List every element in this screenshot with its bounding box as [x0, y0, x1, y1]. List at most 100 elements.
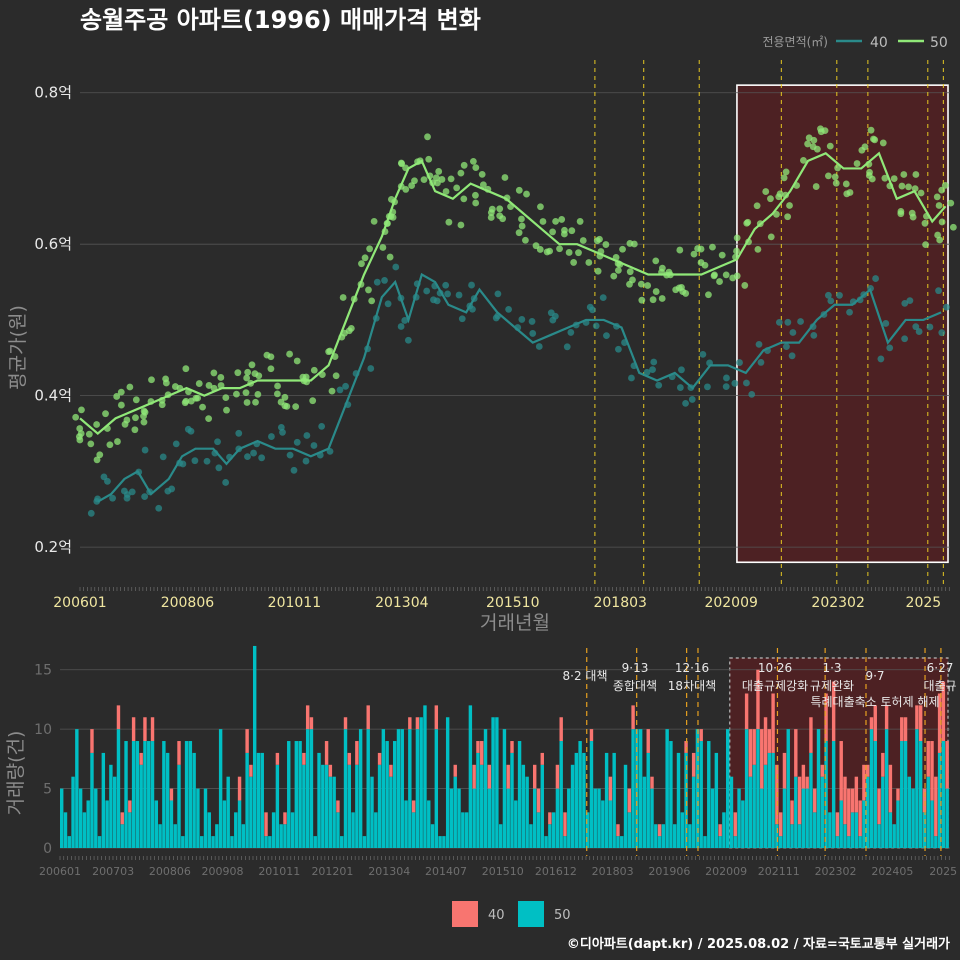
scatter-point: [784, 213, 792, 221]
scatter-point: [780, 174, 788, 182]
bar-50: [703, 836, 707, 848]
bar-50: [907, 776, 912, 848]
bar-40: [869, 717, 874, 730]
scatter-point: [826, 142, 834, 150]
scatter-point: [472, 191, 479, 199]
scatter-point: [926, 323, 934, 331]
x-tick-label: 202009: [704, 595, 757, 611]
scatter-point: [523, 190, 530, 198]
scatter-point: [244, 368, 252, 376]
scatter-point: [552, 217, 560, 225]
scatter-point: [141, 493, 149, 501]
bar-50: [801, 788, 806, 848]
legend-title: 전용면적(㎡): [762, 35, 828, 49]
bar-50: [328, 776, 333, 848]
policy-annotation-label: 대출규: [923, 679, 956, 693]
bar-50: [809, 752, 813, 848]
scatter-point: [804, 140, 811, 148]
scatter-point: [132, 414, 139, 422]
scatter-point: [529, 330, 537, 337]
bar-50: [582, 752, 586, 848]
scatter-point: [85, 430, 93, 438]
scatter-point: [328, 387, 336, 395]
bar-50: [831, 741, 836, 848]
scatter-point: [797, 318, 804, 325]
bar-50: [309, 729, 314, 848]
scatter-point: [252, 398, 259, 406]
bar-50: [355, 764, 359, 848]
x-tick-label: 201011: [268, 595, 321, 611]
bar-40: [873, 705, 877, 742]
scatter-point: [438, 176, 446, 183]
bar-40: [797, 776, 802, 825]
scatter-point: [445, 218, 453, 226]
scatter-point: [267, 365, 275, 373]
x-tick-label: 2025: [906, 595, 942, 611]
bar-40: [718, 824, 722, 837]
bar-50: [835, 836, 840, 848]
scatter-point: [867, 126, 875, 134]
bar-50: [631, 729, 635, 848]
scatter-point: [901, 299, 909, 307]
scatter-point: [181, 399, 189, 407]
bar-50: [82, 812, 87, 848]
bar-50: [116, 729, 121, 848]
bar-40: [763, 717, 768, 765]
scatter-point: [568, 227, 576, 235]
volume-x-tick-label: 201201: [311, 865, 353, 878]
bar-40: [930, 741, 934, 801]
scatter-point: [539, 218, 547, 225]
bar-50: [252, 645, 257, 848]
bar-50: [839, 800, 843, 848]
scatter-point: [126, 383, 134, 391]
scatter-point: [162, 379, 170, 387]
scatter-point: [775, 318, 783, 326]
bar-40: [646, 729, 650, 753]
bar-40: [563, 812, 567, 837]
scatter-point: [373, 278, 381, 286]
scatter-point: [128, 488, 136, 496]
scatter-point: [877, 355, 885, 363]
scatter-point: [310, 366, 318, 374]
scatter-point: [655, 381, 663, 389]
scatter-point: [455, 291, 463, 299]
policy-annotation-date: 8·2 대책: [563, 668, 608, 683]
scatter-point: [570, 259, 578, 266]
bar-50: [226, 776, 230, 848]
bar-40: [472, 764, 476, 789]
scatter-point: [117, 401, 125, 409]
bar-50: [884, 729, 889, 848]
scatter-point: [93, 421, 101, 428]
bar-50: [351, 812, 355, 848]
bar-50: [551, 812, 556, 848]
bar-40: [302, 752, 306, 765]
bar-50: [321, 764, 325, 848]
bar-50: [404, 800, 408, 848]
scatter-point: [943, 303, 950, 311]
scatter-point: [722, 383, 730, 391]
bar-50: [930, 800, 934, 848]
bar-40: [283, 812, 287, 825]
bar-40: [589, 729, 594, 742]
scatter-point: [567, 329, 575, 336]
bar-50: [264, 836, 268, 848]
bar-40: [941, 681, 946, 742]
scatter-point: [817, 128, 825, 136]
bar-50: [699, 741, 703, 848]
bar-40: [608, 776, 613, 801]
bar-50: [430, 824, 435, 848]
scatter-point: [299, 373, 307, 381]
bar-40: [896, 788, 900, 801]
bar-50: [563, 836, 567, 848]
scatter-point: [494, 290, 502, 298]
bar-40: [533, 764, 537, 789]
y-tick-label: 0.8억: [34, 84, 72, 102]
bar-50: [620, 836, 624, 848]
series-line-50: [79, 151, 947, 435]
scatter-point: [676, 384, 684, 391]
scatter-point: [556, 245, 563, 253]
policy-annotation-date: 12·16: [675, 661, 709, 675]
volume-x-tick-label: 202009: [705, 865, 747, 878]
scatter-point: [753, 202, 761, 210]
scatter-point: [258, 454, 266, 462]
